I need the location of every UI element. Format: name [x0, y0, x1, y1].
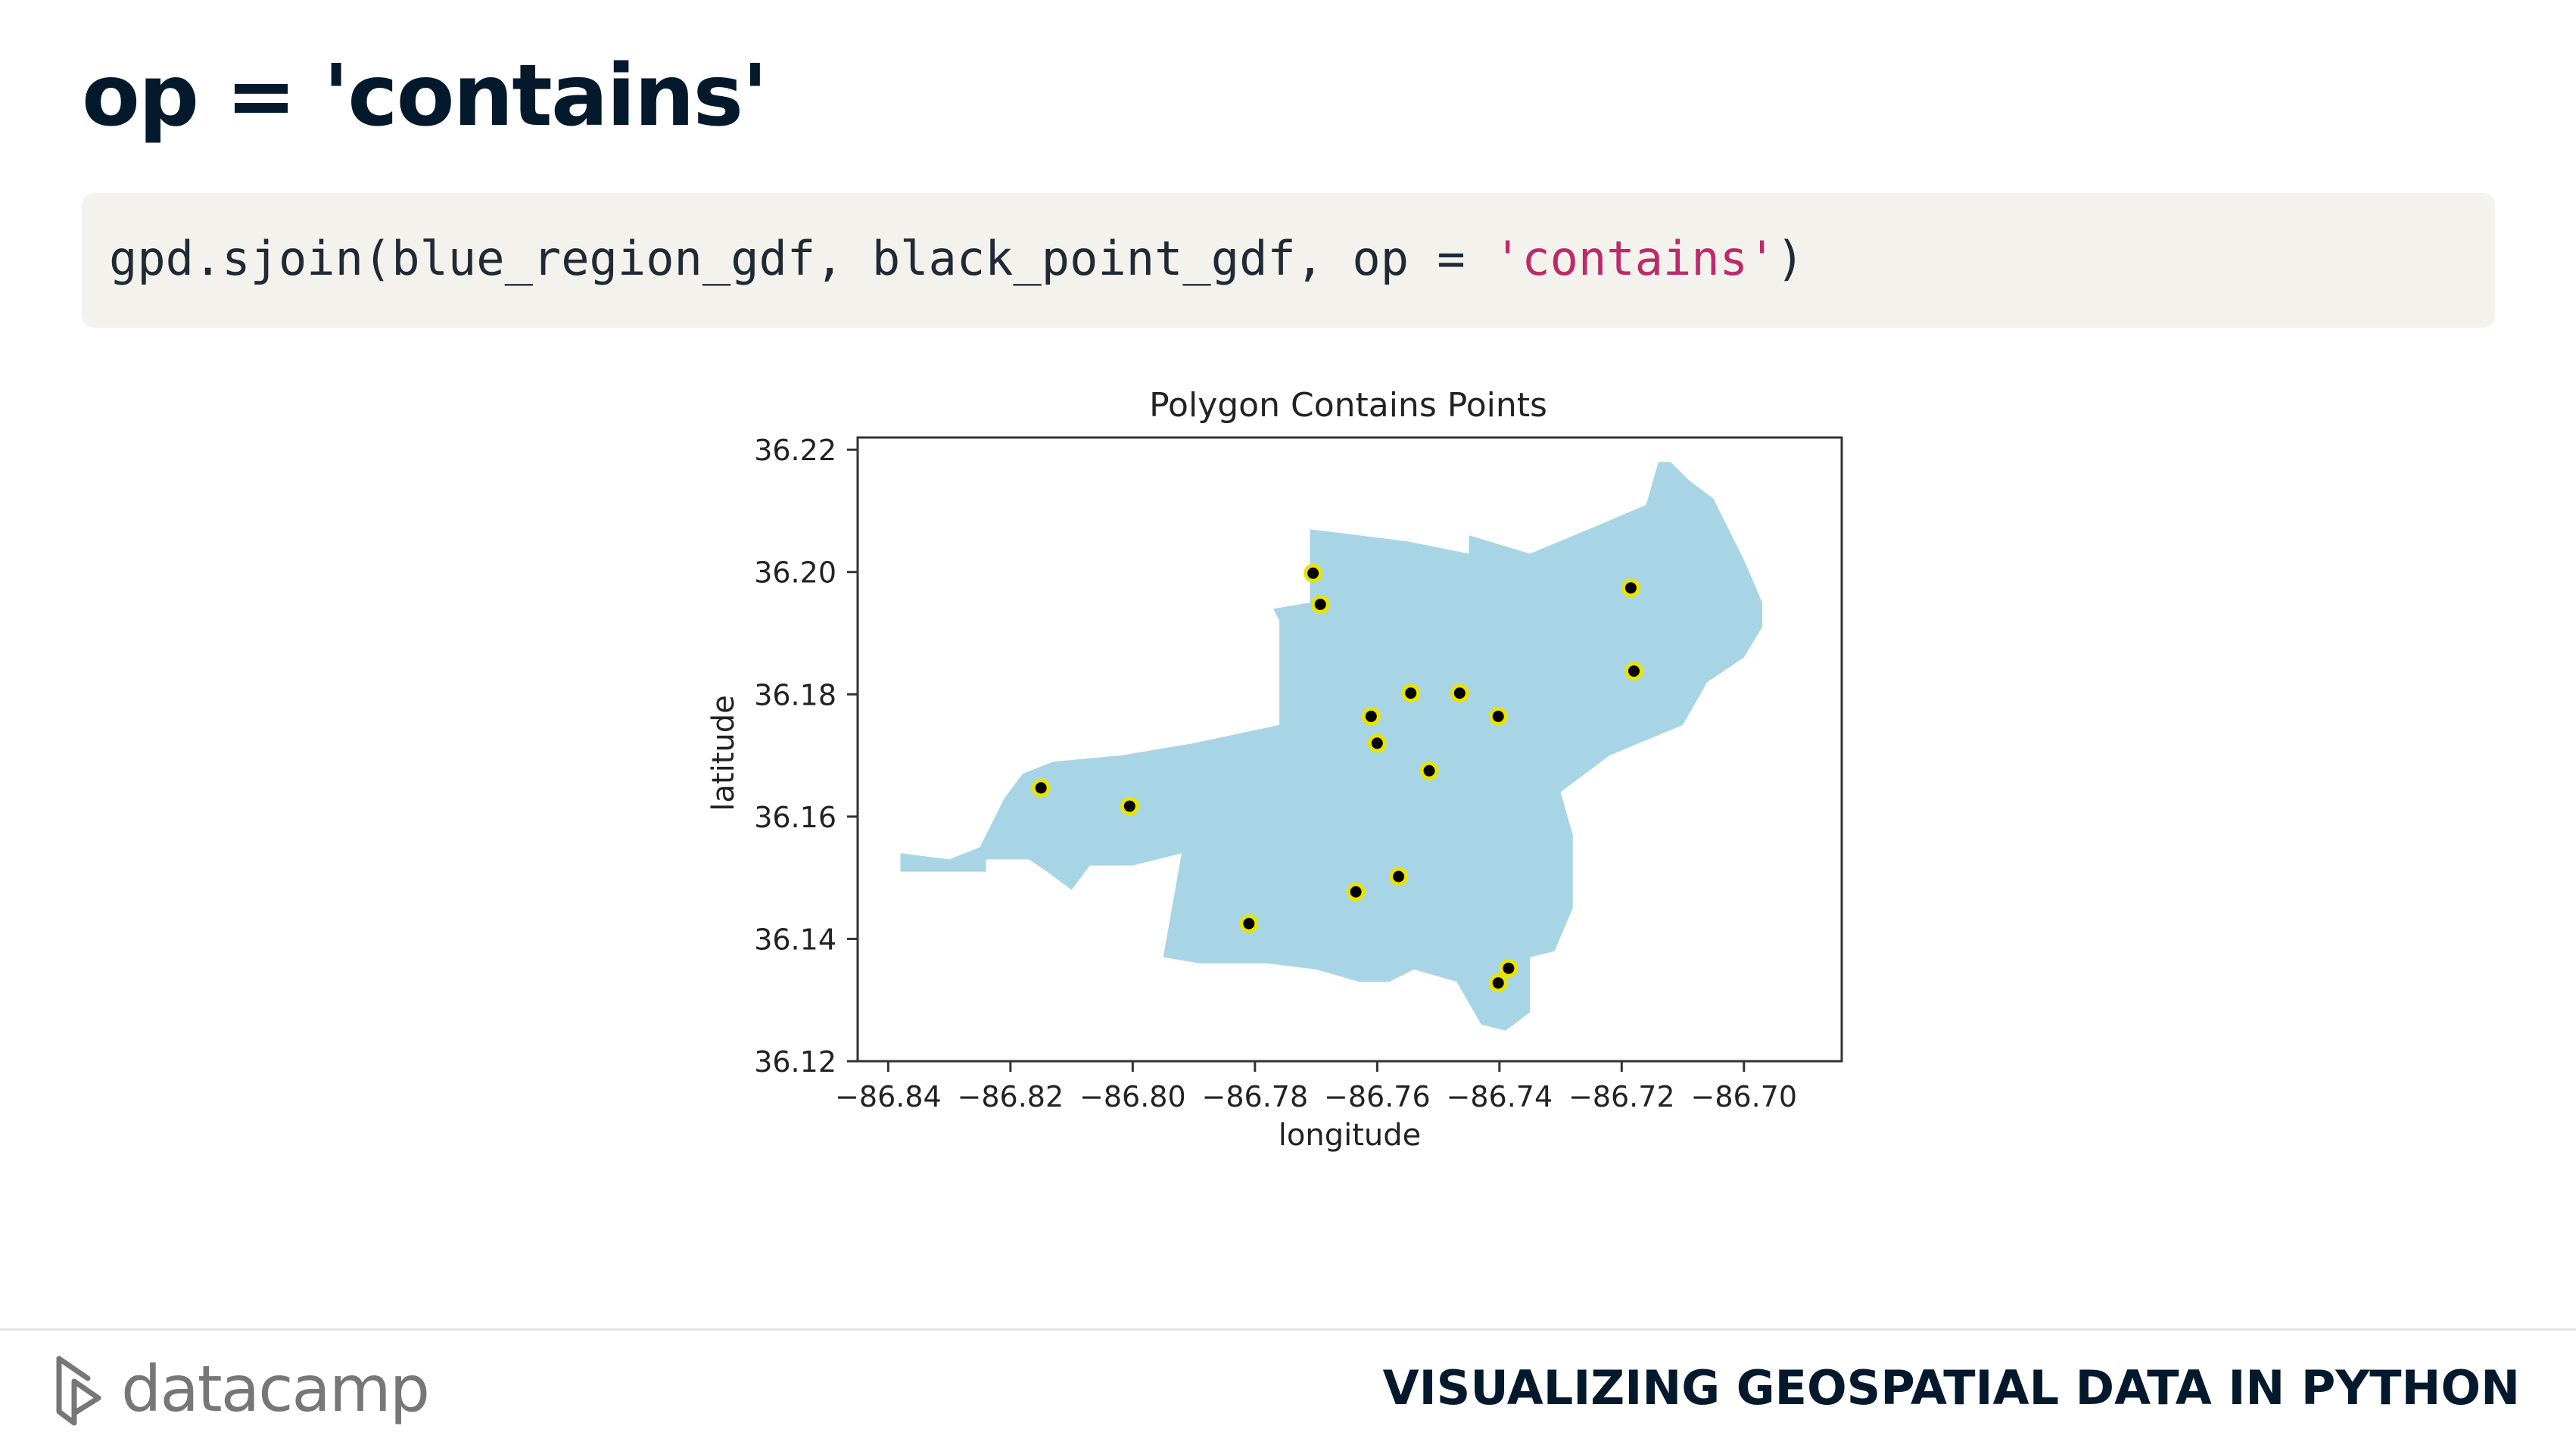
region-polygon	[900, 462, 1762, 1031]
x-tick-label: −86.80	[1079, 1080, 1186, 1113]
chart-title: Polygon Contains Points	[1149, 386, 1547, 425]
code-block: gpd.sjoin(blue_region_gdf, black_point_g…	[82, 193, 2495, 328]
x-tick-label: −86.74	[1447, 1080, 1553, 1113]
scatter-point	[1346, 882, 1366, 901]
x-axis-label: longitude	[1279, 1118, 1421, 1153]
scatter-point	[1419, 761, 1439, 780]
course-title: VISUALIZING GEOSPATIAL DATA IN PYTHON	[1382, 1360, 2520, 1415]
brand: datacamp	[51, 1351, 445, 1427]
code-line: gpd.sjoin(blue_region_gdf, black_point_g…	[109, 231, 1805, 287]
scatter-point	[1624, 662, 1643, 681]
y-tick-label: 36.18	[754, 678, 836, 711]
scatter-point	[1488, 973, 1508, 993]
scatter-point	[1361, 706, 1381, 726]
x-tick-label: −86.76	[1324, 1080, 1431, 1113]
scatter-point	[1499, 958, 1519, 978]
y-axis-label: latitude	[706, 695, 741, 811]
scatter-point	[1120, 796, 1139, 816]
scatter-point	[1304, 563, 1323, 583]
scatter-point	[1239, 914, 1259, 933]
footer-divider	[0, 1328, 2576, 1331]
datacamp-logo-icon	[56, 1356, 101, 1426]
scatter-point	[1031, 778, 1051, 798]
scatter-point	[1621, 578, 1640, 598]
x-tick-label: −86.72	[1568, 1080, 1675, 1113]
y-tick-label: 36.12	[754, 1045, 836, 1079]
x-tick-label: −86.82	[958, 1080, 1064, 1113]
x-tick-label: −86.84	[835, 1080, 942, 1113]
scatter-point	[1401, 683, 1421, 703]
x-tick-label: −86.78	[1202, 1080, 1309, 1113]
code-suffix: )	[1776, 231, 1805, 286]
brand-name: datacamp	[121, 1352, 430, 1426]
code-string-literal: 'contains'	[1494, 231, 1777, 286]
scatter-point	[1488, 706, 1508, 726]
slide-title: op = 'contains'	[82, 47, 768, 145]
y-tick-label: 36.20	[754, 556, 836, 590]
plot-frame	[856, 436, 1843, 1063]
scatter-point	[1310, 595, 1330, 614]
scatter-point	[1367, 733, 1387, 753]
scatter-point	[1450, 683, 1469, 703]
y-tick-label: 36.14	[754, 923, 836, 956]
scatter-point	[1389, 867, 1409, 886]
x-tick-label: −86.70	[1690, 1080, 1797, 1113]
code-prefix: gpd.sjoin(blue_region_gdf, black_point_g…	[109, 231, 1494, 286]
y-tick-label: 36.16	[754, 801, 836, 834]
y-tick-label: 36.22	[754, 434, 836, 467]
